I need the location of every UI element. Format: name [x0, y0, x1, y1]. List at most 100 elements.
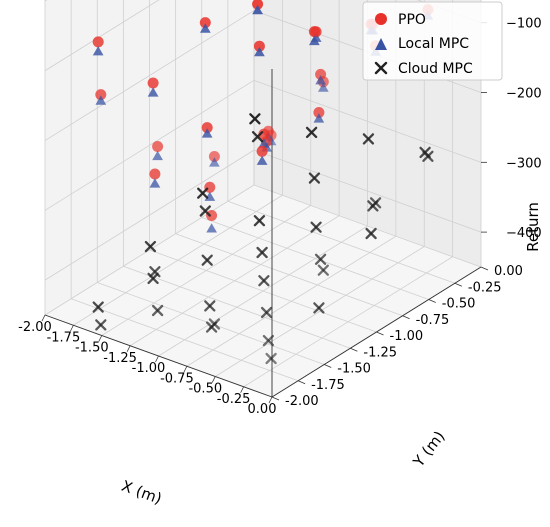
cloud-mpc-point [144, 240, 157, 253]
ppo-point [201, 122, 213, 134]
x-tick-label: -0.50 [188, 382, 222, 397]
x-axis-label: X (m) [119, 477, 164, 508]
tick-mark [271, 396, 280, 401]
local-mpc-point [318, 82, 329, 92]
local-mpc-point [200, 23, 211, 33]
cloud-mpc-point [204, 300, 216, 312]
local-mpc-point [313, 113, 325, 123]
x-tick-label: -1.50 [75, 341, 109, 356]
ppo-point [206, 210, 218, 221]
legend-label-cloud-mpc: Cloud MPC [398, 61, 473, 77]
legend-label-ppo: PPO [398, 12, 426, 28]
cloud-mpc-point [367, 200, 379, 212]
x-tick-label: -1.75 [47, 330, 81, 345]
local-mpc-point [254, 47, 265, 57]
ppo-point [315, 68, 327, 80]
y-tick-label: -0.50 [442, 297, 476, 312]
grid-line [227, 200, 456, 284]
y-tick-label: -1.00 [390, 329, 424, 344]
cloud-mpc-point [197, 187, 209, 199]
grid-line [253, 79, 482, 163]
local-mpc-point [256, 155, 268, 165]
cloud-mpc-point [151, 304, 164, 317]
cloud-mpc-point [313, 302, 325, 314]
cloud-mpc-point [265, 352, 277, 365]
legend: PPO Local MPC Cloud MPC [362, 1, 503, 81]
tick-mark [324, 364, 332, 368]
ppo-point [252, 0, 264, 10]
cloud-mpc-point [317, 264, 329, 276]
ppo-point [313, 107, 325, 118]
tick-mark [155, 355, 159, 363]
cloud-mpc-point [262, 334, 275, 347]
ppo-point [147, 77, 159, 89]
grid-line [175, 233, 403, 317]
z-tick-label: −300 [506, 156, 542, 171]
x-tick-label: -0.25 [217, 392, 251, 407]
local-mpc-point [149, 178, 161, 188]
grid-line [149, 249, 377, 333]
cloud-mpc-point [305, 126, 318, 139]
tick-mark [70, 325, 74, 332]
cloud-mpc-point [258, 275, 270, 287]
tick-mark [126, 345, 131, 352]
legend-label-local-mpc: Local MPC [398, 36, 469, 52]
cloud-mpc-point [256, 246, 268, 259]
cloud-mpc-point [362, 133, 375, 145]
grid-line [253, 184, 482, 268]
ppo-point [253, 40, 265, 52]
y-tick-label: -1.75 [311, 378, 345, 393]
ppo-point [92, 36, 104, 48]
grid-line [44, 149, 255, 281]
x-tick-label: -0.75 [160, 371, 194, 386]
local-mpc-point [309, 35, 320, 46]
cloud-mpc-point [249, 113, 261, 125]
tick-mark [480, 266, 489, 271]
legend-box [362, 1, 503, 81]
cloud-mpc-point [253, 215, 266, 227]
tick-mark [268, 396, 273, 404]
tick-mark [350, 347, 358, 352]
cloud-mpc-point [147, 272, 159, 285]
grid-line [123, 265, 351, 349]
grid-line [44, 10, 255, 141]
y-tick-label: -1.50 [337, 362, 371, 377]
cloud-mpc-point [308, 172, 321, 184]
x-tick-label: -2.00 [18, 320, 52, 335]
ppo-point [199, 17, 211, 29]
tick-mark [211, 376, 216, 383]
cloud-mpc-point [314, 253, 327, 265]
ppo-point [256, 145, 268, 157]
cloud-mpc-point [419, 146, 431, 159]
tick-mark [297, 380, 306, 385]
cloud-mpc-point [251, 131, 264, 143]
tick-mark [402, 315, 410, 320]
ppo-point [308, 26, 320, 38]
cloud-mpc-point [95, 319, 107, 331]
z-axis-label: Return [524, 202, 542, 252]
axis-ticks: -2.00-1.75-1.50-1.25-1.00-0.75-0.50-0.25… [18, 17, 542, 417]
tick-mark [376, 331, 384, 336]
local-mpc-point [252, 4, 263, 15]
legend-marker-ppo [375, 13, 387, 25]
grid-line [44, 79, 255, 211]
y-axis-label: Y (m) [409, 428, 449, 472]
ppo-point [95, 89, 107, 101]
cloud-mpc-point [260, 306, 273, 319]
grid-line [201, 217, 429, 300]
legend-marker-cloud-mpc [374, 61, 388, 75]
local-mpc-point [206, 223, 217, 233]
tick-mark [240, 386, 244, 393]
local-mpc-point [95, 95, 107, 105]
z-tick-label: −200 [506, 87, 542, 102]
cloud-mpc-point [365, 227, 377, 240]
grid-line [97, 282, 325, 365]
cloud-mpc-point [199, 205, 211, 217]
grid-line [70, 298, 299, 382]
grid-line [253, 149, 482, 233]
x-tick-label: -1.00 [132, 361, 166, 376]
local-mpc-point [92, 46, 104, 56]
local-mpc-point [258, 138, 270, 148]
local-mpc-point [209, 157, 220, 167]
